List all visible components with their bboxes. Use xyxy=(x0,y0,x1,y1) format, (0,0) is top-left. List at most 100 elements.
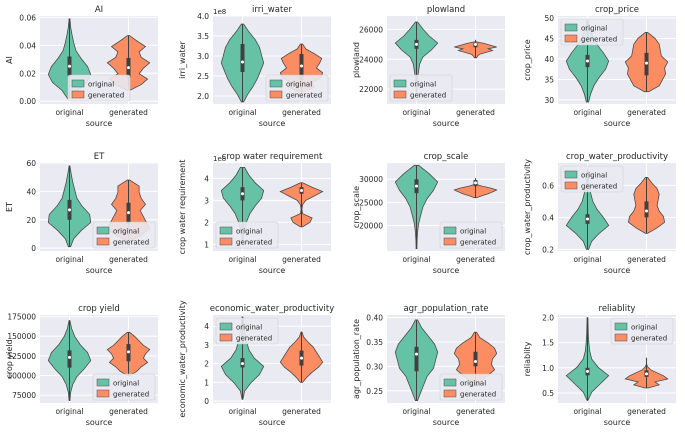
panel-3: 30 35 40 45 50 original generated source crop_pr… xyxy=(523,5,676,128)
legend: original generated xyxy=(215,221,279,249)
panel-1: 2.0 2.5 3.0 3.5 4.0 original generated source ir… xyxy=(178,5,331,128)
y-tick-label: 25000 xyxy=(359,198,383,207)
x-tick-label: original xyxy=(228,255,256,264)
y-tick-label: 2 xyxy=(204,360,209,369)
legend-label: generated xyxy=(460,239,496,247)
legend-label: original xyxy=(88,81,114,89)
panel-4: 0 20 40 60 original generated source ET ET origin… xyxy=(5,152,158,275)
y-tick-label: 60 xyxy=(26,159,36,168)
x-tick-label: original xyxy=(228,407,256,416)
median-marker xyxy=(415,184,418,188)
y-tick-label: 2.5 xyxy=(197,72,209,81)
y-tick-label: 100000 xyxy=(7,372,36,381)
y-axis-label: reliablity xyxy=(523,341,532,376)
y-tick-label: 45 xyxy=(544,35,554,44)
median-marker xyxy=(645,61,648,65)
median-marker xyxy=(645,209,648,213)
y-tick-label: 0.30 xyxy=(366,362,383,371)
x-tick-label: generated xyxy=(282,108,321,117)
panel-5: 1 2 3 4 original generated source crop water re… xyxy=(178,152,331,275)
legend-swatch-generated xyxy=(393,90,407,99)
x-tick-label: original xyxy=(55,108,83,117)
y-axis-label: crop_price xyxy=(523,39,532,80)
y-tick-label: 0.35 xyxy=(366,338,383,347)
iqr-box xyxy=(67,350,72,368)
y-tick-label: 3.5 xyxy=(197,32,209,41)
y-tick-label: 0 xyxy=(31,244,36,253)
median-marker xyxy=(127,350,130,354)
y-offset-label: 1e8 xyxy=(213,8,226,16)
y-tick-label: 26000 xyxy=(359,25,383,34)
legend-label: original xyxy=(581,25,607,33)
y-tick-label: 0 xyxy=(204,397,209,406)
y-tick-label: 35 xyxy=(544,75,554,84)
legend: original generated xyxy=(560,18,624,46)
legend-label: original xyxy=(236,324,262,332)
y-tick-label: 20 xyxy=(26,216,36,225)
y-tick-label: 4.0 xyxy=(197,12,209,21)
legend-label: generated xyxy=(236,335,272,343)
y-tick-label: 75000 xyxy=(12,391,36,400)
median-marker xyxy=(586,217,589,221)
y-axis-label: ET xyxy=(5,202,14,212)
x-tick-label: original xyxy=(55,255,83,264)
x-tick-label: generated xyxy=(456,108,495,117)
x-tick-label: original xyxy=(573,108,601,117)
median-marker xyxy=(300,356,303,360)
x-tick-label: generated xyxy=(456,255,495,264)
legend-swatch-generated xyxy=(96,237,110,246)
y-tick-label: 0.00 xyxy=(19,97,36,106)
chart-title: irri_water xyxy=(252,5,293,15)
legend-swatch-original xyxy=(96,226,110,235)
panel-7: 0.2 0.4 0.6 original generated source crop_wat… xyxy=(523,152,676,275)
legend-label: generated xyxy=(581,183,617,191)
x-tick-label: original xyxy=(573,255,601,264)
y-tick-label: 1.0 xyxy=(542,364,554,373)
x-tick-label: generated xyxy=(627,108,666,117)
legend-label: original xyxy=(581,172,607,180)
x-tick-label: original xyxy=(228,108,256,117)
legend-label: generated xyxy=(460,391,496,399)
panel-6: 20000 25000 30000 original generated source cr… xyxy=(352,152,505,275)
legend: original generated xyxy=(92,221,156,249)
legend-label: original xyxy=(113,380,139,388)
x-axis-label: source xyxy=(433,119,460,128)
y-tick-label: 50 xyxy=(544,14,554,23)
y-tick-label: 1.5 xyxy=(542,339,554,348)
y-tick-label: 24000 xyxy=(359,55,383,64)
y-tick-label: 1 xyxy=(204,378,209,387)
legend-swatch-original xyxy=(393,79,407,88)
x-axis-label: source xyxy=(433,418,460,427)
y-tick-label: 30000 xyxy=(359,175,383,184)
legend-swatch-generated xyxy=(269,90,283,99)
legend-label: generated xyxy=(286,92,322,100)
legend-label: generated xyxy=(631,335,667,343)
legend-swatch-original xyxy=(443,378,457,387)
legend-label: original xyxy=(460,228,486,236)
chart-title: economic_water_productivity xyxy=(210,304,335,314)
legend-swatch-generated xyxy=(219,237,233,246)
legend-label: original xyxy=(236,228,262,236)
chart-title: plowland xyxy=(427,5,465,15)
y-tick-label: 0.25 xyxy=(366,387,383,396)
y-tick-label: 0.2 xyxy=(542,245,554,254)
y-tick-label: 175000 xyxy=(7,313,36,322)
y-tick-label: 0.6 xyxy=(542,181,554,190)
x-axis-label: source xyxy=(86,119,113,128)
median-marker xyxy=(474,42,477,46)
x-tick-label: original xyxy=(55,407,83,416)
legend-swatch-generated xyxy=(219,333,233,342)
y-tick-label: 2.0 xyxy=(542,314,554,323)
x-tick-label: generated xyxy=(627,255,666,264)
y-offset-label: 1e8 xyxy=(213,155,226,163)
chart-title: crop_water_productivity xyxy=(566,152,668,162)
x-axis-label: source xyxy=(604,418,631,427)
y-tick-label: 3 xyxy=(204,341,209,350)
panel-0: 0.00 0.02 0.04 0.06 original generated source A… xyxy=(5,5,158,128)
y-tick-label: 0.40 xyxy=(366,313,383,322)
legend-swatch-original xyxy=(219,226,233,235)
median-marker xyxy=(586,369,589,373)
median-marker xyxy=(300,189,303,192)
legend-label: original xyxy=(286,81,312,89)
y-tick-label: 0.02 xyxy=(19,69,36,78)
